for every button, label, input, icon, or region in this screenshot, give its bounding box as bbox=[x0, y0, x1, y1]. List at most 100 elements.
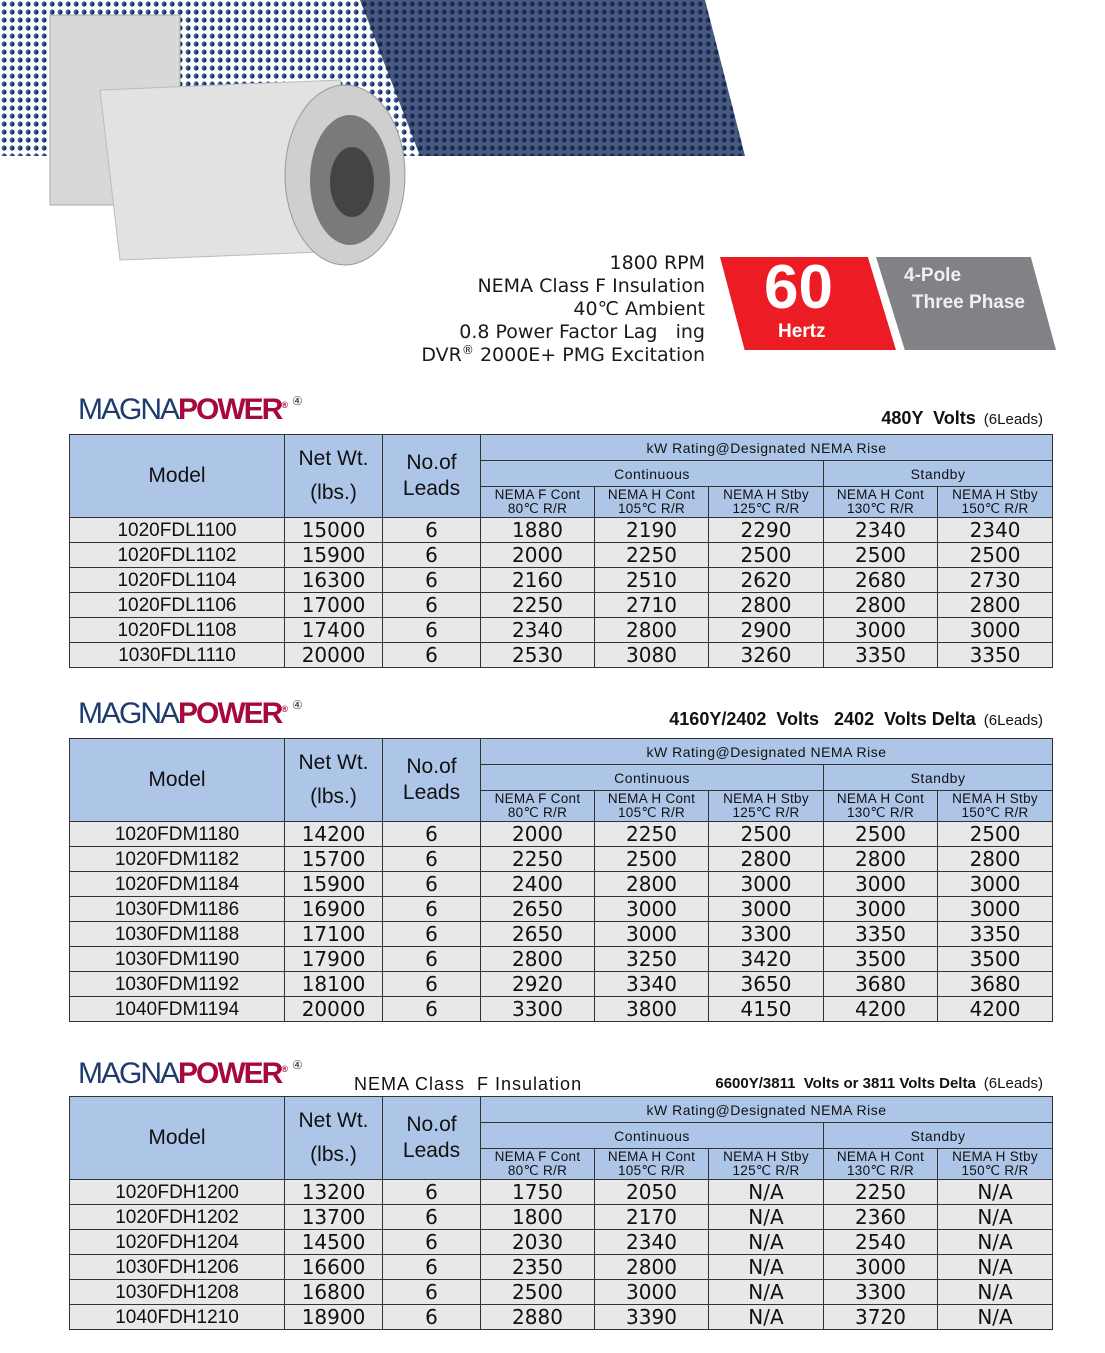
leads-cell: 6 bbox=[382, 896, 481, 922]
header-rise-column: NEMA F Cont 80℃ R/R bbox=[480, 1148, 595, 1180]
frequency-badge: 60 Hertz bbox=[720, 257, 896, 350]
weight-cell: 20000 bbox=[284, 996, 383, 1022]
weight-cell: 17100 bbox=[284, 921, 383, 947]
table-row: 1020FDH1202 13700 6 1800 2170 N/A 2360 N/A bbox=[69, 1204, 1054, 1230]
kw-cell: N/A bbox=[708, 1179, 824, 1205]
kw-cell: 2030 bbox=[480, 1229, 595, 1255]
kw-cell: N/A bbox=[708, 1304, 824, 1330]
kw-cell: N/A bbox=[708, 1254, 824, 1280]
header-rise-column: NEMA H Cont 130℃ R/R bbox=[823, 1148, 938, 1180]
voltage-label: 6600Y/3811 Volts or 3811 Volts Delta (6Le… bbox=[715, 1075, 1043, 1092]
kw-cell: 2680 bbox=[823, 567, 938, 593]
kw-cell: 2340 bbox=[594, 1229, 709, 1255]
kw-cell: 2510 bbox=[594, 567, 709, 593]
kw-cell: 2800 bbox=[708, 846, 824, 872]
header-rating: kW Rating@Designated NEMA Rise bbox=[479, 738, 1054, 765]
leads-cell: 6 bbox=[382, 617, 481, 643]
model-cell: 1020FDM1180 bbox=[69, 821, 285, 847]
kw-cell: 2730 bbox=[936, 567, 1054, 593]
table-row: 1020FDL1108 17400 6 2340 2800 2900 3000 3000 bbox=[69, 617, 1054, 643]
header-leads: No.of Leads bbox=[382, 1096, 481, 1180]
model-cell: 1030FDH1206 bbox=[69, 1254, 285, 1280]
table-row: 1040FDH1210 18900 6 2880 3390 N/A 3720 N/A bbox=[69, 1304, 1054, 1330]
header-continuous: Continuous bbox=[480, 764, 824, 791]
kw-cell: 3390 bbox=[594, 1304, 709, 1330]
kw-cell: 2500 bbox=[936, 821, 1054, 847]
kw-cell: 3080 bbox=[594, 642, 709, 668]
weight-cell: 16300 bbox=[284, 567, 383, 593]
header-rating: kW Rating@Designated NEMA Rise bbox=[479, 1096, 1054, 1123]
model-cell: 1020FDH1204 bbox=[69, 1229, 285, 1255]
table-row: 1020FDL1100 15000 6 1880 2190 2290 2340 2340 bbox=[69, 517, 1054, 543]
kw-cell: 3300 bbox=[823, 1279, 938, 1305]
weight-cell: 16600 bbox=[284, 1254, 383, 1280]
kw-cell: 3000 bbox=[594, 896, 709, 922]
table-row: 1020FDM1184 15900 6 2400 2800 3000 3000 3000 bbox=[69, 871, 1054, 897]
kw-cell: N/A bbox=[936, 1254, 1054, 1280]
model-cell: 1020FDM1184 bbox=[69, 871, 285, 897]
model-cell: 1030FDM1186 bbox=[69, 896, 285, 922]
kw-cell: 3000 bbox=[594, 921, 709, 947]
spec-excitation: DVR® 2000E+ PMG Excitation bbox=[421, 343, 705, 366]
kw-cell: 2650 bbox=[480, 896, 595, 922]
kw-cell: 2500 bbox=[708, 821, 824, 847]
kw-cell: N/A bbox=[936, 1179, 1054, 1205]
kw-cell: 3350 bbox=[823, 921, 938, 947]
header-standby: Standby bbox=[822, 764, 1054, 791]
weight-cell: 16900 bbox=[284, 896, 383, 922]
kw-cell: 4200 bbox=[936, 996, 1054, 1022]
table-row: 1020FDH1200 13200 6 1750 2050 N/A 2250 N/A bbox=[69, 1179, 1054, 1205]
kw-cell: 2500 bbox=[708, 542, 824, 568]
weight-cell: 17900 bbox=[284, 946, 383, 972]
kw-cell: 2500 bbox=[823, 821, 938, 847]
magnapower-logo: MAGNAPOWER® ④ bbox=[78, 697, 303, 730]
weight-cell: 20000 bbox=[284, 642, 383, 668]
leads-cell: 6 bbox=[382, 946, 481, 972]
header-rise-column: NEMA H Stby 150℃ R/R bbox=[936, 790, 1054, 822]
table-row: 1020FDL1106 17000 6 2250 2710 2800 2800 2800 bbox=[69, 592, 1054, 618]
kw-cell: N/A bbox=[936, 1204, 1054, 1230]
header-rise-column: NEMA H Cont 105℃ R/R bbox=[594, 1148, 709, 1180]
leads-cell: 6 bbox=[382, 921, 481, 947]
kw-cell: 3720 bbox=[823, 1304, 938, 1330]
kw-cell: 2340 bbox=[823, 517, 938, 543]
voltage-label: 4160Y/2402 Volts 2402 Volts Delta (6Leads… bbox=[669, 709, 1043, 729]
model-cell: 1040FDH1210 bbox=[69, 1304, 285, 1330]
kw-cell: 3000 bbox=[936, 617, 1054, 643]
leads-cell: 6 bbox=[382, 1204, 481, 1230]
header-rise-column: NEMA F Cont 80℃ R/R bbox=[480, 486, 595, 518]
header-rise-column: NEMA H Stby 125℃ R/R bbox=[708, 790, 824, 822]
table-row: 1030FDM1192 18100 6 2920 3340 3650 3680 3680 bbox=[69, 971, 1054, 997]
weight-cell: 18100 bbox=[284, 971, 383, 997]
model-cell: 1020FDL1104 bbox=[69, 567, 285, 593]
table-row: 1020FDM1180 14200 6 2000 2250 2500 2500 2500 bbox=[69, 821, 1054, 847]
leads-cell: 6 bbox=[382, 1254, 481, 1280]
model-cell: 1030FDM1188 bbox=[69, 921, 285, 947]
header-weight: Net Wt. (lbs.) bbox=[284, 1096, 383, 1180]
model-cell: 1040FDM1194 bbox=[69, 996, 285, 1022]
kw-cell: N/A bbox=[708, 1279, 824, 1305]
table-row: 1030FDM1188 17100 6 2650 3000 3300 3350 3350 bbox=[69, 921, 1054, 947]
kw-cell: 3000 bbox=[823, 896, 938, 922]
kw-cell: 2000 bbox=[480, 542, 595, 568]
leads-cell: 6 bbox=[382, 592, 481, 618]
kw-cell: 2880 bbox=[480, 1304, 595, 1330]
kw-cell: 2340 bbox=[480, 617, 595, 643]
kw-cell: 2620 bbox=[708, 567, 824, 593]
weight-cell: 15900 bbox=[284, 871, 383, 897]
kw-cell: 2800 bbox=[480, 946, 595, 972]
header-rise-column: NEMA H Stby 150℃ R/R bbox=[936, 1148, 1054, 1180]
model-cell: 1020FDH1200 bbox=[69, 1179, 285, 1205]
kw-cell: 3350 bbox=[823, 642, 938, 668]
leads-cell: 6 bbox=[382, 821, 481, 847]
insulation-note: NEMA Class F Insulation bbox=[354, 1074, 583, 1094]
leads-cell: 6 bbox=[382, 542, 481, 568]
kw-cell: 2500 bbox=[480, 1279, 595, 1305]
weight-cell: 15900 bbox=[284, 542, 383, 568]
kw-cell: 3300 bbox=[480, 996, 595, 1022]
kw-cell: 2920 bbox=[480, 971, 595, 997]
weight-cell: 15700 bbox=[284, 846, 383, 872]
kw-cell: 3000 bbox=[823, 1254, 938, 1280]
pole-phase-badge: 4-Pole Three Phase bbox=[876, 257, 1056, 350]
